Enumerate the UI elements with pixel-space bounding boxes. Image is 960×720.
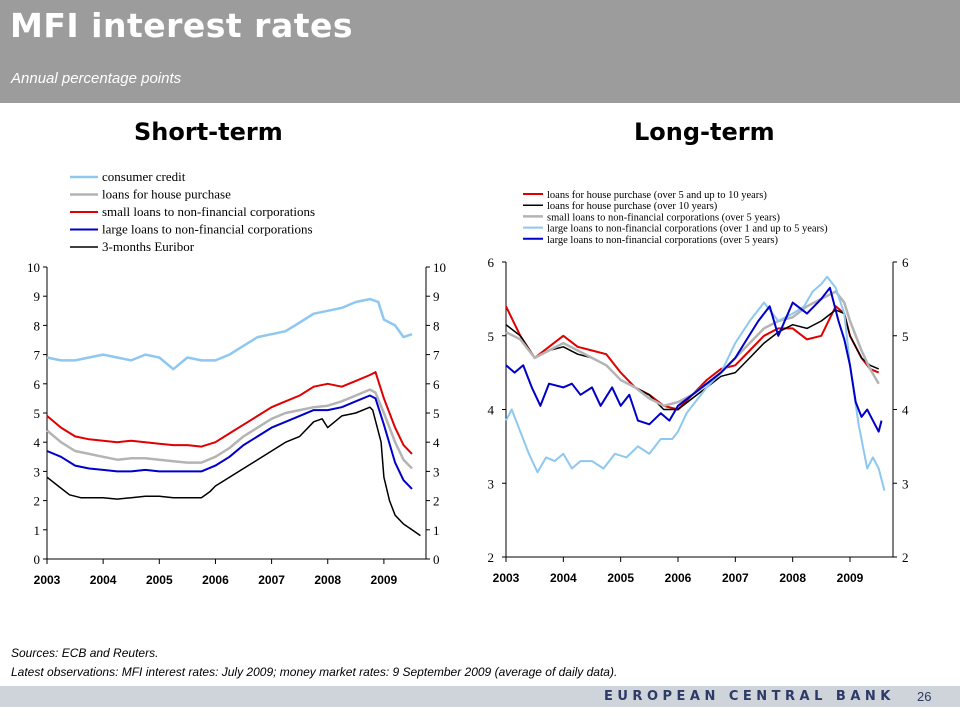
- series-line-2: [46, 388, 413, 470]
- x-tick-label: 2004: [550, 571, 577, 585]
- x-tick-label: 2007: [722, 571, 749, 585]
- x-tick-label: 2005: [146, 573, 173, 587]
- y-tick-label: 4: [902, 403, 909, 418]
- y-tick-label: 1: [34, 523, 41, 538]
- series-line-5: [505, 286, 883, 433]
- short-term-title: Short-term: [134, 118, 283, 146]
- y-tick-label: 1: [433, 523, 440, 538]
- x-tick-label: 2009: [371, 573, 398, 587]
- x-tick-label: 2006: [202, 573, 229, 587]
- bank-name: EUROPEAN CENTRAL BANK: [604, 689, 895, 704]
- y-tick-label: 10: [433, 260, 446, 275]
- y-tick-label: 5: [488, 329, 495, 344]
- x-tick-label: 2008: [314, 573, 341, 587]
- legend-label: loans for house purchase: [102, 187, 231, 202]
- series-line-1: [46, 297, 413, 371]
- header-bar: [0, 0, 960, 103]
- y-tick-label: 2: [34, 494, 41, 509]
- y-tick-label: 9: [34, 289, 41, 304]
- x-tick-label: 2004: [90, 573, 117, 587]
- x-tick-label: 2003: [34, 573, 61, 587]
- chart-short-term: 0 0 1 1 2 2 3 3 4 4 5 5 6 6 7 7 8 8 9 9 10 10 2003 2004 2005 2006…: [27, 169, 446, 587]
- series-line-3: [505, 290, 880, 408]
- y-tick-label: 0: [34, 552, 41, 567]
- series-line-5: [46, 406, 421, 537]
- y-tick-label: 4: [433, 435, 440, 450]
- y-tick-label: 10: [27, 260, 40, 275]
- y-tick-label: 0: [433, 552, 440, 567]
- y-tick-label: 6: [433, 377, 440, 392]
- chart-long-term: 2 2 3 3 4 4 5 5 6 6 2003 2004 2005 2006 2007 2008 2009 lo…: [488, 190, 910, 585]
- y-tick-label: 3: [433, 464, 440, 479]
- long-term-title: Long-term: [634, 118, 775, 146]
- y-tick-label: 9: [433, 289, 440, 304]
- y-tick-label: 3: [34, 464, 41, 479]
- y-tick-label: 8: [433, 318, 440, 333]
- x-tick-label: 2007: [258, 573, 285, 587]
- footer-bar: [0, 686, 960, 707]
- page-subtitle: Annual percentage points: [11, 70, 182, 87]
- y-tick-label: 7: [34, 348, 41, 363]
- series-line-1: [505, 305, 880, 411]
- x-tick-label: 2006: [665, 571, 692, 585]
- latest-observations-note: Latest observations: MFI interest rates:…: [11, 665, 618, 679]
- page-title: MFI interest rates: [10, 6, 354, 45]
- series-line-3: [46, 371, 413, 455]
- y-tick-label: 6: [902, 255, 909, 270]
- y-tick-label: 5: [34, 406, 41, 421]
- y-tick-label: 4: [34, 435, 41, 450]
- legend-label: loans for house purchase (over 10 years): [547, 201, 718, 212]
- y-tick-label: 5: [433, 406, 440, 421]
- y-tick-label: 5: [902, 329, 909, 344]
- y-tick-label: 2: [433, 494, 440, 509]
- sources-note: Sources: ECB and Reuters.: [11, 646, 159, 660]
- legend-label: small loans to non-financial corporation…: [547, 212, 780, 223]
- y-tick-label: 8: [34, 318, 41, 333]
- y-tick-label: 2: [902, 550, 909, 565]
- series-line-4: [46, 394, 413, 490]
- legend-label: loans for house purchase (over 5 and up …: [547, 190, 767, 201]
- y-tick-label: 7: [433, 348, 440, 363]
- x-tick-label: 2008: [779, 571, 806, 585]
- y-tick-label: 2: [488, 550, 495, 565]
- x-tick-label: 2003: [493, 571, 520, 585]
- y-tick-label: 3: [488, 476, 495, 491]
- legend-label: large loans to non-financial corporation…: [102, 222, 313, 237]
- legend-label: large loans to non-financial corporation…: [547, 235, 779, 246]
- series-line-4: [505, 275, 886, 491]
- y-tick-label: 4: [488, 403, 495, 418]
- x-tick-label: 2005: [607, 571, 634, 585]
- legend-label: small loans to non-financial corporation…: [102, 204, 315, 219]
- legend-label: 3-months Euribor: [102, 239, 195, 254]
- page-number: 26: [917, 689, 932, 704]
- y-tick-label: 6: [488, 255, 495, 270]
- legend-label: consumer credit: [102, 169, 186, 184]
- legend-label: large loans to non-financial corporation…: [547, 224, 828, 235]
- x-tick-label: 2009: [837, 571, 864, 585]
- y-tick-label: 6: [34, 377, 41, 392]
- y-tick-label: 3: [902, 476, 909, 491]
